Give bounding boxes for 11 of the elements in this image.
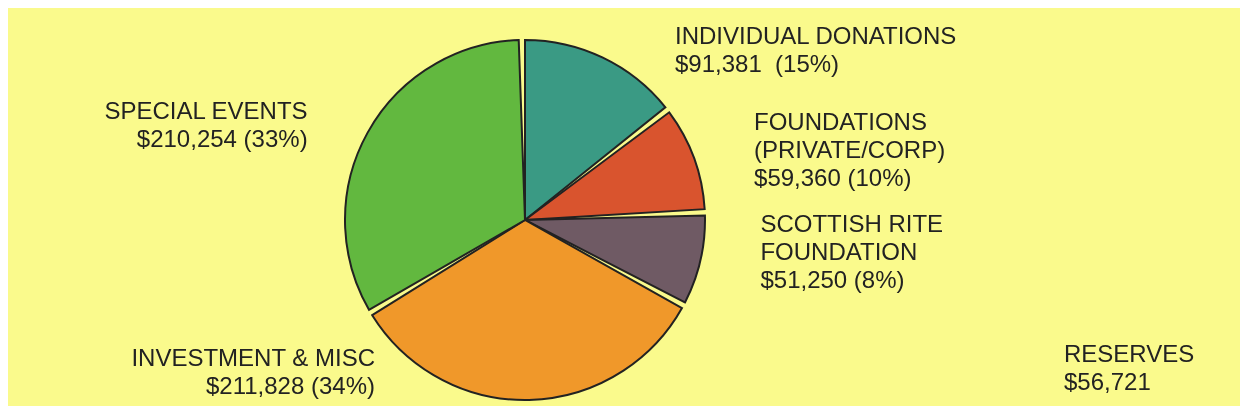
slice-label: SPECIAL EVENTS: [104, 96, 308, 124]
text: RESERVES $56,721: [1064, 340, 1195, 396]
data-label: $91,381 (15%): [675, 49, 840, 77]
slice-label: INDIVIDUAL DONATIONS: [675, 21, 957, 49]
slice-label: INVESTMENT & MISC: [131, 344, 375, 371]
data-label: $51,250 (8%): [760, 266, 905, 294]
slice-label: FOUNDATIONS (PRIVATE/CORP): [754, 108, 946, 164]
data-label: $210,254 (33%): [136, 124, 308, 152]
data-label: $211,828 (34%): [205, 372, 375, 399]
data-label: $59,360 (10%): [754, 164, 912, 192]
slice-label: SCOTTISH RITE FOUNDATION: [760, 210, 944, 266]
